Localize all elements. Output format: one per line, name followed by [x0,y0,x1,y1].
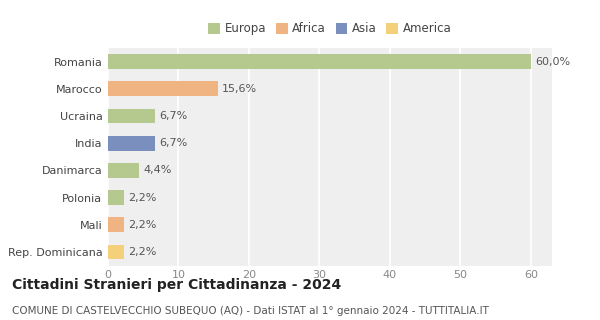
Text: 2,2%: 2,2% [128,247,156,257]
Bar [108,108,155,124]
Text: 60,0%: 60,0% [535,57,570,67]
Bar [108,190,124,205]
Text: COMUNE DI CASTELVECCHIO SUBEQUO (AQ) - Dati ISTAT al 1° gennaio 2024 - TUTTITALI: COMUNE DI CASTELVECCHIO SUBEQUO (AQ) - D… [12,306,489,316]
Text: 2,2%: 2,2% [128,193,156,203]
Bar [108,163,139,178]
Bar [108,136,155,151]
Bar [108,244,124,260]
Text: Cittadini Stranieri per Cittadinanza - 2024: Cittadini Stranieri per Cittadinanza - 2… [12,278,341,292]
Bar [108,54,531,69]
Bar [108,81,218,96]
Text: 2,2%: 2,2% [128,220,156,230]
Text: 15,6%: 15,6% [222,84,257,94]
Text: 6,7%: 6,7% [160,111,188,121]
Bar [108,217,124,232]
Text: 6,7%: 6,7% [160,138,188,148]
Legend: Europa, Africa, Asia, America: Europa, Africa, Asia, America [206,20,454,38]
Text: 4,4%: 4,4% [143,165,172,175]
